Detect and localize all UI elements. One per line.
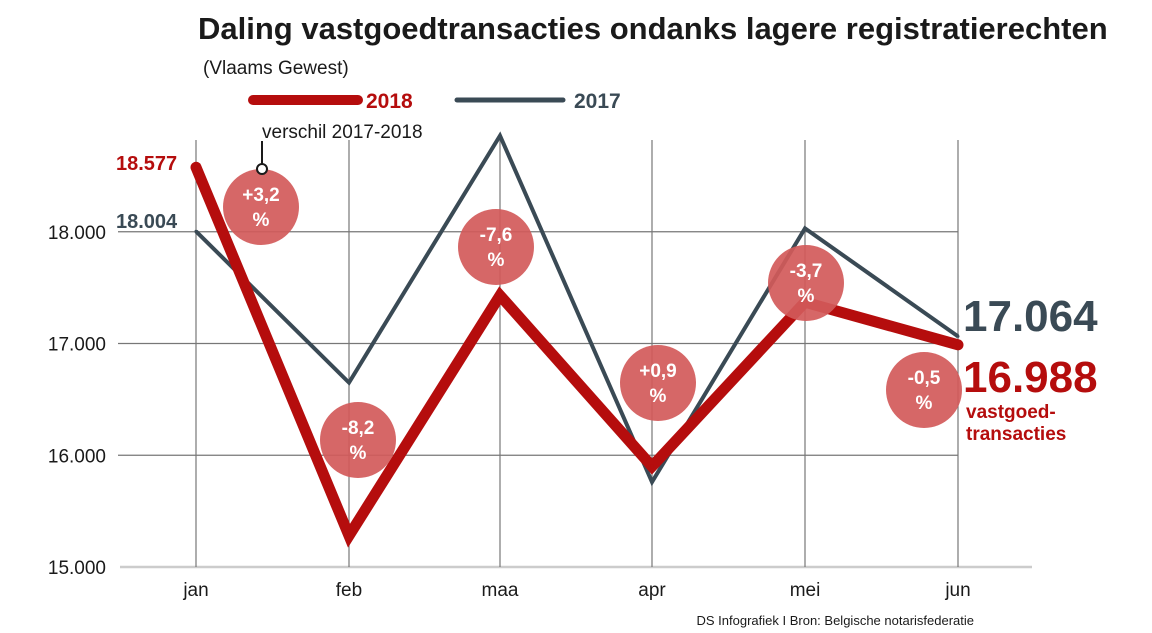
point-2017-feb [347, 381, 351, 385]
x-tick-label-mei: mei [790, 580, 821, 601]
y-tick-label: 18.000 [48, 223, 106, 244]
difference-value: -3,7 [790, 261, 823, 282]
x-tick-label-maa: maa [482, 580, 519, 601]
point-2017-mei [803, 226, 807, 230]
legend-label-2018: 2018 [366, 90, 413, 113]
x-tick-label-apr: apr [638, 580, 666, 601]
difference-value: -0,5 [908, 368, 941, 389]
difference-unit: % [253, 210, 270, 231]
annotation-label: verschil 2017-2018 [262, 122, 423, 143]
point-2018-feb [347, 533, 351, 538]
x-tick-label-feb: feb [336, 580, 362, 601]
point-2017-jun [956, 334, 960, 338]
unit-label-line1: vastgoed- [966, 402, 1056, 423]
difference-unit: % [650, 386, 667, 407]
difference-unit: % [798, 286, 815, 307]
difference-bubble-jan [223, 169, 299, 245]
point-2018-maa [498, 293, 502, 298]
x-tick-label-jan: jan [182, 580, 208, 601]
difference-value: +0,9 [639, 361, 677, 382]
point-2018-jun [956, 342, 960, 347]
difference-unit: % [350, 443, 367, 464]
difference-bubble-apr [620, 345, 696, 421]
difference-unit: % [916, 393, 933, 414]
difference-bubbles: +3,2% -8,2% -7,6% +0,9% -3,7% -0,5% [223, 169, 962, 478]
point-2017-maa [498, 134, 502, 138]
start-label-2017: 18.004 [116, 211, 178, 233]
series-line-2018 [190, 161, 964, 548]
end-label-2017: 17.064 [963, 292, 1098, 341]
annotation-marker [256, 163, 268, 175]
x-tick-label-jun: jun [944, 580, 970, 601]
source-credit: DS Infografiek I Bron: Belgische notaris… [697, 613, 974, 628]
series-line-2017 [194, 131, 960, 487]
chart-title: Daling vastgoedtransacties ondanks lager… [198, 11, 1108, 46]
difference-value: -7,6 [480, 225, 513, 246]
end-label-2018: 16.988 [963, 353, 1098, 402]
point-2018-apr [650, 464, 654, 469]
difference-bubble-feb [320, 402, 396, 478]
annotations: verschil 2017-2018 18.577 18.004 17.064 16.9… [116, 122, 1098, 445]
axes: 18.000 17.000 16.000 15.000 jan feb maa apr mei j… [48, 223, 971, 601]
difference-bubble-mei [768, 245, 844, 321]
point-2018-jan [194, 165, 198, 170]
difference-bubble-jun [886, 352, 962, 428]
difference-unit: % [488, 250, 505, 271]
y-tick-label: 16.000 [48, 446, 106, 467]
legend: 2018 2017 [248, 90, 621, 113]
point-2017-jan [194, 229, 198, 233]
y-tick-label: 15.000 [48, 558, 106, 579]
series-lines [190, 131, 964, 548]
legend-label-2017: 2017 [574, 90, 621, 113]
start-label-2018: 18.577 [116, 153, 177, 175]
point-2017-apr [650, 480, 654, 484]
difference-bubble-maa [458, 209, 534, 285]
difference-value: +3,2 [242, 185, 280, 206]
chart-subtitle: (Vlaams Gewest) [203, 58, 349, 79]
y-tick-label: 17.000 [48, 335, 106, 356]
difference-value: -8,2 [342, 418, 375, 439]
unit-label-line2: transacties [966, 424, 1066, 445]
